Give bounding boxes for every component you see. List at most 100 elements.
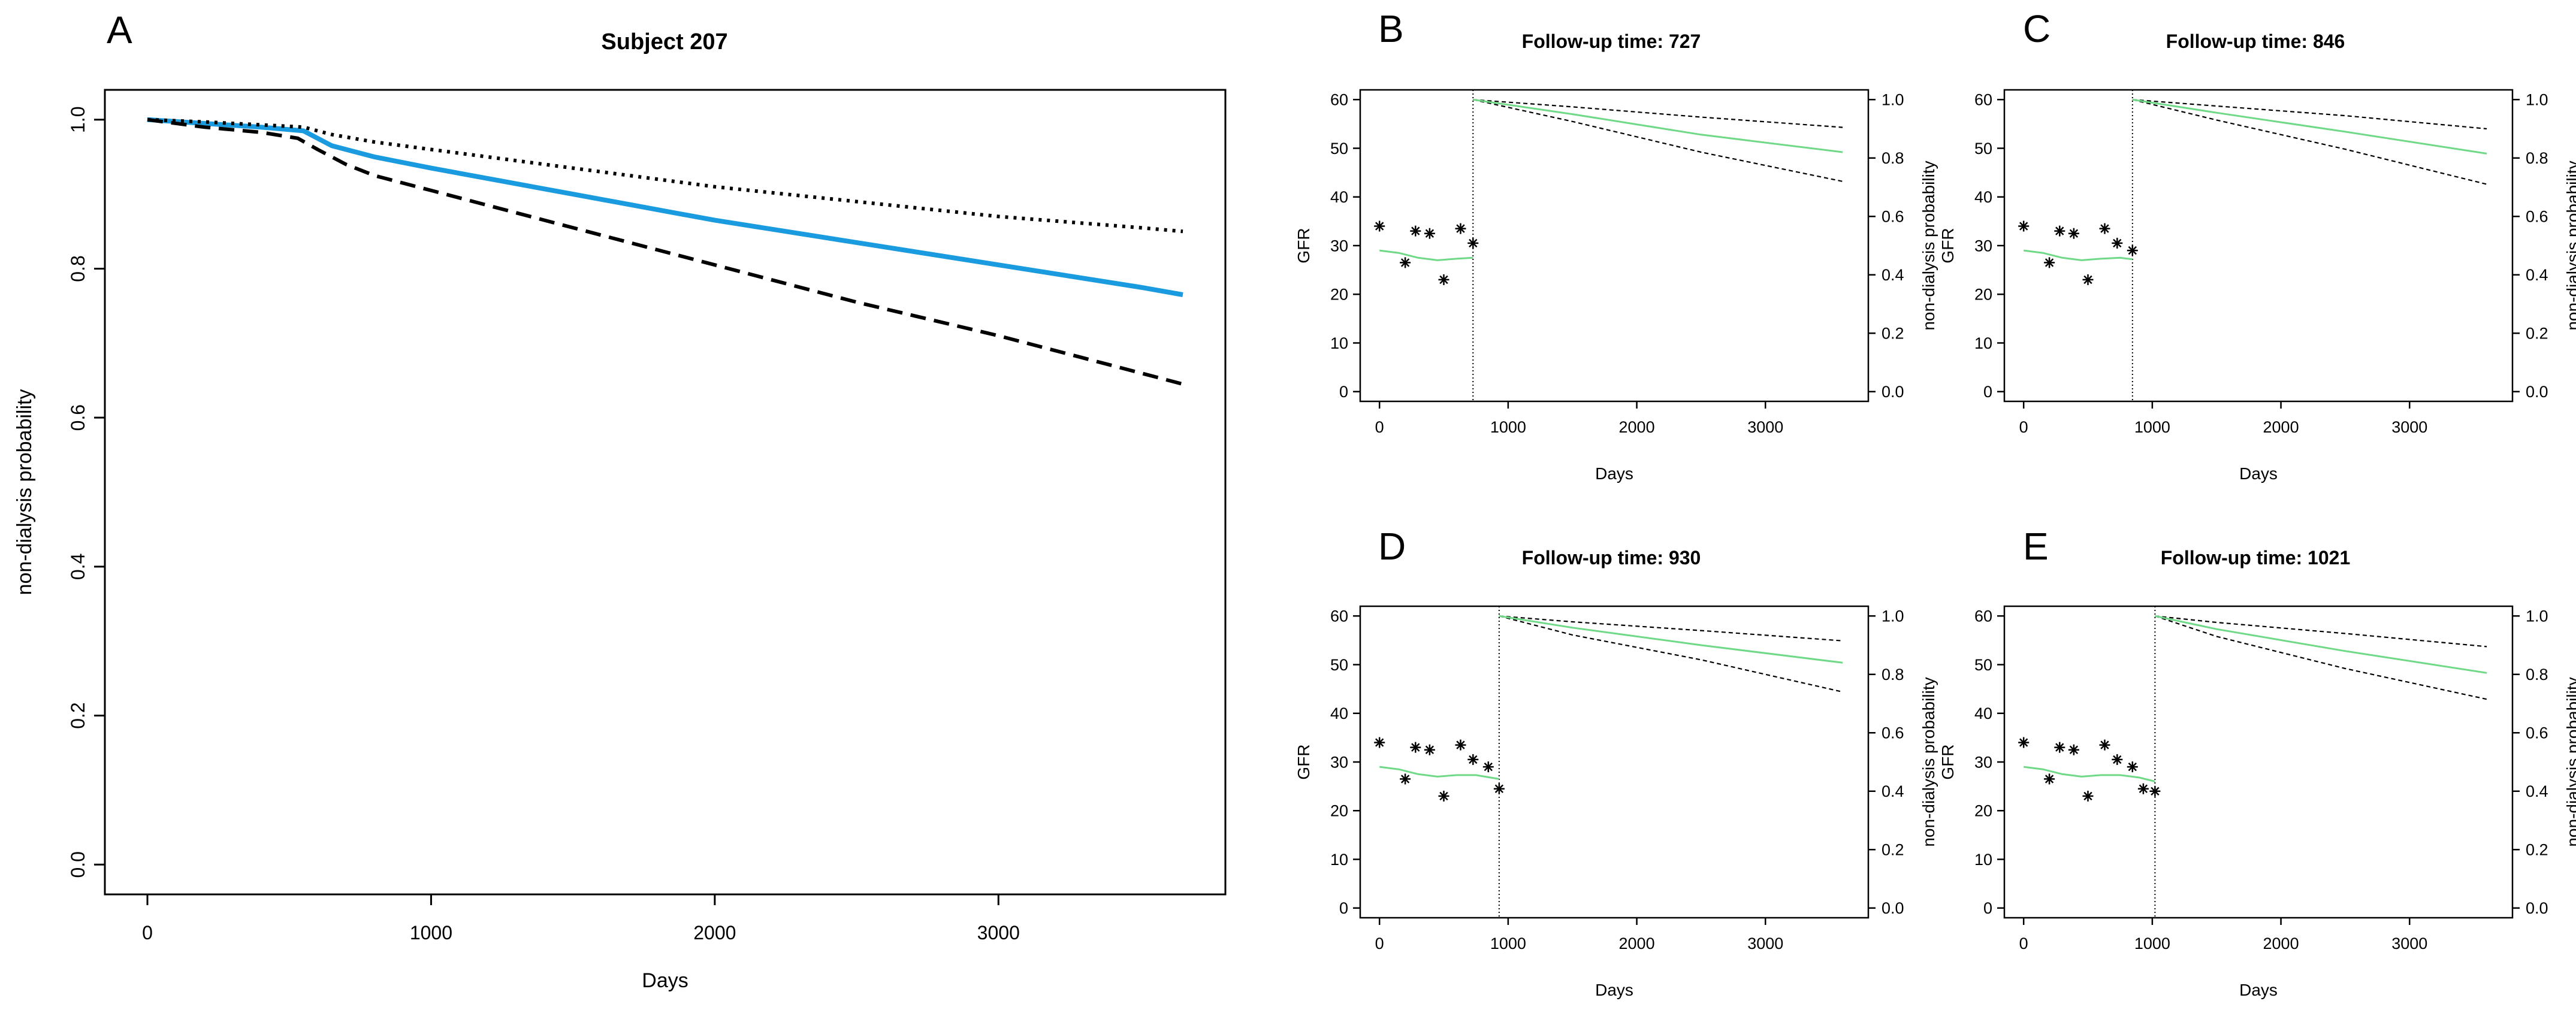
series-line-lower [147, 117, 1183, 386]
y-right-tick-label: 0.6 [2526, 208, 2548, 226]
y-right-axis-label: non-dialysis probability [1919, 677, 1938, 846]
x-tick-label: 0 [2019, 418, 2028, 436]
asterisk-stroke [2128, 762, 2137, 772]
x-tick-label: 1000 [410, 922, 452, 944]
x-tick-label: 2000 [2263, 418, 2299, 436]
y-left-axis-label: GFR [1938, 744, 1957, 779]
asterisk-stroke [2139, 784, 2148, 793]
x-tick-label: 0 [2019, 935, 2028, 952]
gfr-point [1410, 742, 1421, 753]
y-left-tick-label: 10 [1330, 851, 1348, 869]
survival-lower-line [2155, 615, 2487, 700]
y-tick-label: 0.6 [67, 404, 89, 431]
chart-title: Follow-up time: 727 [1522, 31, 1701, 52]
asterisk-stroke [1456, 224, 1465, 233]
gfr-point [1410, 225, 1421, 237]
y-right-tick-label: 0.0 [1882, 899, 1904, 917]
plot-frame [104, 89, 1227, 896]
y-left-tick-label: 30 [1974, 753, 1992, 771]
y-right-axis-label: non-dialysis probability [2563, 161, 2576, 330]
gfr-point [2054, 225, 2065, 237]
gfr-point [1493, 783, 1505, 794]
y-left-tick-label: 30 [1330, 237, 1348, 255]
asterisk-stroke [2128, 246, 2137, 255]
y-left-tick-label: 60 [1330, 607, 1348, 625]
asterisk-stroke [1400, 258, 1410, 267]
y-left-axis-label: GFR [1294, 744, 1313, 779]
y-tick-label: 1.0 [67, 106, 89, 132]
panel-E: E Follow-up time: 1021 0 1000 2000 3000 0 10 20 3… [1938, 525, 2576, 999]
x-axis-label: Days [2239, 981, 2278, 999]
chart-title: Follow-up time: 1021 [2161, 547, 2350, 569]
gfr-point [1438, 790, 1449, 802]
asterisk-stroke [1411, 743, 1420, 752]
gfr-point [2054, 742, 2065, 753]
asterisk-stroke [1425, 229, 1435, 238]
asterisk-stroke [2100, 224, 2109, 233]
y-right-tick-label: 0.0 [2526, 899, 2548, 917]
survival-lower-line [1499, 615, 1843, 693]
panel-letter: B [1378, 7, 1404, 50]
gfr-point [2082, 790, 2094, 802]
chart-title: Follow-up time: 930 [1522, 547, 1701, 569]
asterisk-stroke [2069, 745, 2079, 754]
y-left-tick-label: 40 [1330, 188, 1348, 206]
y-right-tick-label: 0.2 [1882, 325, 1904, 343]
asterisk-stroke [2045, 258, 2054, 267]
asterisk-stroke [2019, 738, 2028, 747]
asterisk-stroke [1456, 740, 1465, 749]
survival-lower-line [1473, 99, 1843, 182]
y-left-tick-label: 30 [1974, 237, 1992, 255]
y-left-axis-label: GFR [1938, 228, 1957, 263]
asterisk-stroke [1439, 275, 1448, 285]
survival-upper-line [2155, 615, 2487, 648]
y-left-tick-label: 20 [1974, 802, 1992, 820]
asterisk-stroke [2083, 791, 2092, 801]
panel-letter: A [107, 8, 132, 52]
survival-line [1499, 615, 1843, 664]
panel-B: B Follow-up time: 727 0 1000 2000 3000 0 10 20 30… [1294, 7, 1938, 483]
x-tick-label: 2000 [1619, 935, 1655, 952]
y-left-tick-label: 0 [1339, 383, 1348, 401]
gfr-fit-line [1379, 766, 1500, 780]
y-right-tick-label: 0.8 [2526, 666, 2548, 684]
survival-upper-line [2132, 99, 2487, 130]
y-right-tick-label: 0.0 [2526, 383, 2548, 401]
gfr-point [2044, 773, 2055, 785]
gfr-point [2112, 754, 2123, 765]
panel-letter: D [1378, 525, 1406, 568]
y-right-tick-label: 0.2 [1882, 841, 1904, 859]
gfr-point [1467, 237, 1479, 249]
panel-C: C Follow-up time: 846 0 1000 2000 3000 0 10 20 30… [1938, 7, 2576, 483]
y-right-axis-label: non-dialysis probability [2563, 677, 2576, 846]
y-left-tick-label: 50 [1974, 140, 1992, 158]
gfr-point [1424, 744, 1435, 755]
x-tick-label: 2000 [693, 922, 736, 944]
survival-line [2132, 98, 2487, 155]
gfr-point [2137, 783, 2149, 794]
chart-title: Subject 207 [601, 29, 727, 55]
x-tick-label: 1000 [1490, 418, 1526, 436]
x-tick-label: 3000 [1747, 418, 1783, 436]
x-tick-label: 2000 [2263, 935, 2299, 952]
gfr-point [2112, 237, 2123, 249]
x-axis-label: Days [642, 969, 688, 992]
y-right-tick-label: 1.0 [2526, 607, 2548, 625]
y-left-tick-label: 0 [1339, 899, 1348, 917]
gfr-point [1374, 220, 1385, 232]
y-right-tick-label: 0.8 [1882, 149, 1904, 167]
y-left-tick-label: 10 [1974, 851, 1992, 869]
x-axis-label: Days [2239, 464, 2278, 483]
y-left-tick-label: 60 [1974, 91, 1992, 109]
y-left-tick-label: 20 [1330, 286, 1348, 304]
asterisk-stroke [2069, 229, 2079, 238]
y-right-tick-label: 1.0 [1882, 91, 1904, 109]
gfr-fit-line [2024, 766, 2155, 782]
y-left-tick-label: 40 [1974, 188, 1992, 206]
gfr-point [2044, 257, 2055, 268]
gfr-point [1400, 773, 1411, 785]
asterisk-stroke [1411, 226, 1420, 235]
y-left-tick-label: 20 [1974, 286, 1992, 304]
y-right-tick-label: 0.4 [2526, 782, 2548, 800]
gfr-point [2068, 744, 2079, 755]
